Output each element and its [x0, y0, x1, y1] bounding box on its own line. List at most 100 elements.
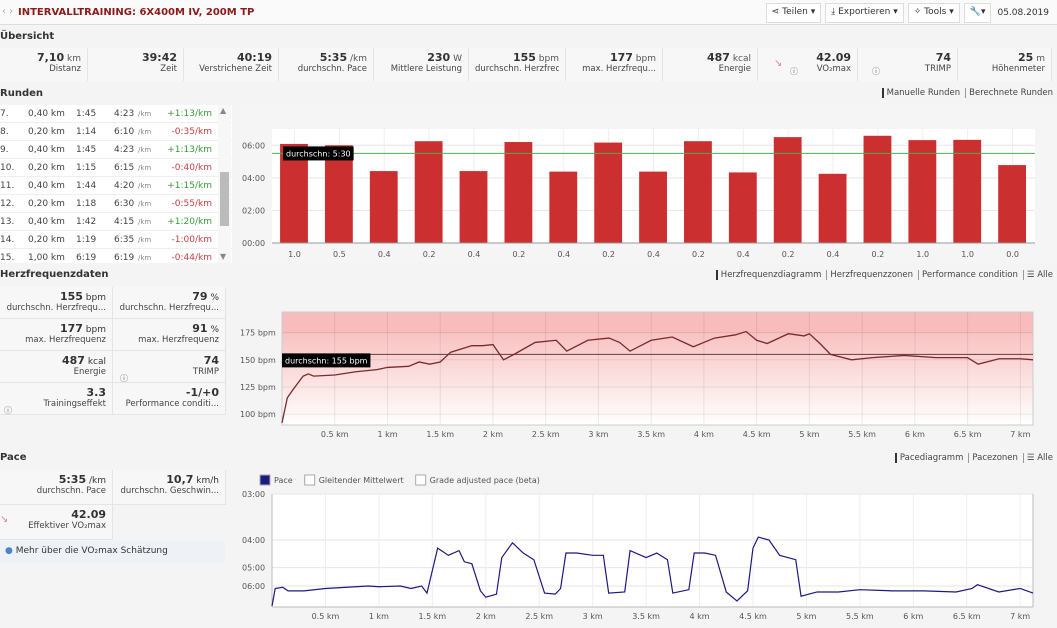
hr-panel-7: -1/+0 Performance conditi... — [113, 383, 226, 415]
pace-panel-2: 42.09 Effektiver VO₂max — [0, 505, 113, 540]
lap-number: 7. — [0, 108, 9, 119]
scroll-down-icon[interactable]: ▼ — [220, 252, 227, 261]
pace-panel-1: 10,7 km/h durchschn. Geschwin... — [113, 470, 226, 505]
tab-all[interactable]: ☰ Alle — [1022, 453, 1053, 463]
lap-bar — [414, 141, 443, 243]
settings-button[interactable]: 🔧▾ — [963, 3, 992, 23]
x-tick-label: 6.5 km — [953, 612, 981, 621]
share-button[interactable]: ⋖ Teilen ▾ — [765, 3, 822, 23]
lap-bar — [459, 171, 488, 243]
tab-performance-condition[interactable]: Performance condition — [918, 270, 1018, 280]
tab-manual-laps[interactable]: Manuelle Runden — [881, 88, 961, 98]
lap-distance: 1,00 km — [28, 252, 65, 263]
x-tick-label: 6 km — [905, 430, 925, 439]
x-tick-label: 0.2 — [872, 250, 885, 259]
stat-unit: km — [67, 54, 81, 64]
stat-value: 155 — [512, 51, 536, 64]
lap-pace: 6:35 — [114, 234, 135, 245]
lap-number: 9. — [0, 144, 9, 155]
x-tick-label: 4 km — [694, 430, 714, 439]
export-label: Exportieren ▾ — [838, 7, 898, 17]
x-tick-label: 0.4 — [737, 250, 750, 259]
tab-hr-diagram[interactable]: Herzfrequenzdiagramm — [715, 270, 822, 280]
panel-value: 10,7 — [166, 473, 194, 486]
lap-row[interactable]: 8. 0,20 km 1:14 6:10/km -0:35/km — [0, 123, 232, 141]
tab-hr-zones[interactable]: Herzfrequenzzonen — [826, 270, 914, 280]
wrench-icon: 🔧 — [969, 7, 981, 17]
panel-value: 155 — [59, 290, 83, 303]
share-label: Teilen ▾ — [782, 7, 816, 17]
activity-date: 05.08.2019 — [997, 8, 1049, 18]
scroll-up-icon[interactable]: ▲ — [220, 106, 227, 115]
panel-label: Energie — [73, 367, 106, 377]
vo2max-info-link[interactable]: ● Mehr über die VO₂max Schätzung — [0, 541, 225, 563]
lap-bar — [639, 171, 667, 243]
lap-row[interactable]: 13. 0,40 km 1:42 4:15/km +1:20/km — [0, 213, 232, 231]
y-tick-label: 175 bpm — [240, 329, 276, 338]
stat-value: 39:42 — [141, 51, 177, 64]
hr-panel-3: 91 % max. Herzfrequenz — [113, 319, 226, 351]
nav-arrows[interactable]: ‹ › — [2, 6, 14, 17]
tab-pace-diagram[interactable]: Pacediagramm — [894, 453, 964, 463]
hr-zone-max — [282, 312, 1033, 333]
lap-bar — [369, 171, 398, 243]
legend-label: Pace — [274, 476, 293, 485]
lap-distance: 0,20 km — [28, 198, 65, 209]
lap-pace-unit: /km — [138, 217, 152, 226]
lap-time: 6:19 — [76, 252, 97, 263]
help-icon[interactable]: ⓘ — [790, 67, 798, 76]
vo2max-info-text: Mehr über die VO₂max Schätzung — [15, 546, 168, 556]
lap-number: 10. — [0, 162, 15, 173]
x-tick-label: 4.5 km — [743, 430, 771, 439]
lap-row[interactable]: 10. 0,20 km 1:15 6:15/km -0:40/km — [0, 159, 232, 177]
lap-row[interactable]: 9. 0,40 km 1:45 4:23/km +1:13/km — [0, 141, 232, 159]
tools-button[interactable]: ✧ Tools ▾ — [907, 3, 960, 23]
lap-row[interactable]: 11. 0,40 km 1:44 4:20/km +1:15/km — [0, 177, 232, 195]
stat-6: 177 bpm max. Herzfrequ... — [566, 48, 663, 81]
y-tick-label: 06:00 — [242, 141, 265, 150]
export-button[interactable]: ⤓ Exportieren ▾ — [825, 3, 904, 23]
x-tick-label: 0.2 — [512, 250, 525, 259]
lap-pace: 6:19 — [114, 252, 135, 263]
pace-chart: Pace Gleitender Mittelwert Grade adjusted … — [242, 474, 1034, 621]
help-icon[interactable]: ⓘ — [120, 374, 128, 383]
stat-0: 7,10 km Distanz — [0, 48, 88, 81]
panel-label: Performance conditi... — [125, 399, 219, 409]
scrollbar-thumb[interactable] — [220, 172, 229, 226]
tab-all[interactable]: ☰ Alle — [1022, 270, 1053, 280]
lap-pace-unit: /km — [138, 127, 152, 136]
laps-list: 7. 0,40 km 1:45 4:23/km +1:13/km 8. 0,20 km 1:1… — [0, 105, 232, 263]
panel-value: 74 — [203, 354, 219, 367]
lap-distance: 0,20 km — [28, 234, 65, 245]
lap-pace: 6:10 — [114, 126, 135, 137]
average-label: durchschn: 5:30 — [286, 149, 351, 158]
lap-distance: 0,40 km — [28, 108, 65, 119]
help-icon[interactable]: ⓘ — [872, 67, 880, 76]
stat-label: Zeit — [160, 64, 177, 74]
lap-row[interactable]: 14. 0,20 km 1:19 6:35/km -1:00/km — [0, 231, 232, 249]
lap-row[interactable]: 7. 0,40 km 1:45 4:23/km +1:13/km — [0, 105, 232, 123]
help-icon[interactable]: ⓘ — [4, 406, 12, 415]
lap-pace-unit: /km — [138, 253, 152, 262]
tab-pace-zones[interactable]: Pacezonen — [968, 453, 1018, 463]
lap-row[interactable]: 15. 1,00 km 6:19 6:19/km -0:44/km — [0, 249, 232, 263]
laps-tabs: Manuelle Runden Berechnete Runden — [877, 88, 1053, 98]
stat-label: Mittlere Leistung — [390, 64, 462, 74]
lap-pace: 4:20 — [114, 180, 135, 191]
x-tick-label: 2 km — [476, 612, 496, 621]
x-tick-label: 1.5 km — [426, 430, 454, 439]
stat-value: 42.09 — [816, 51, 851, 64]
tab-calculated-laps[interactable]: Berechnete Runden — [965, 88, 1053, 98]
lap-bar — [953, 139, 982, 243]
plot-border — [281, 311, 1034, 426]
lap-pace-unit: /km — [138, 181, 152, 190]
x-tick-label: 0.2 — [423, 250, 436, 259]
x-tick-label: 6.5 km — [954, 430, 982, 439]
share-icon: ⋖ — [771, 7, 783, 17]
lap-delta: -0:35/km — [171, 126, 212, 137]
lap-time: 1:18 — [76, 198, 97, 209]
lap-delta: -0:40/km — [171, 162, 212, 173]
hr-panel-4: 487 kcal Energie — [0, 351, 113, 383]
lap-row[interactable]: 12. 0,20 km 1:18 6:30/km -0:55/km — [0, 195, 232, 213]
